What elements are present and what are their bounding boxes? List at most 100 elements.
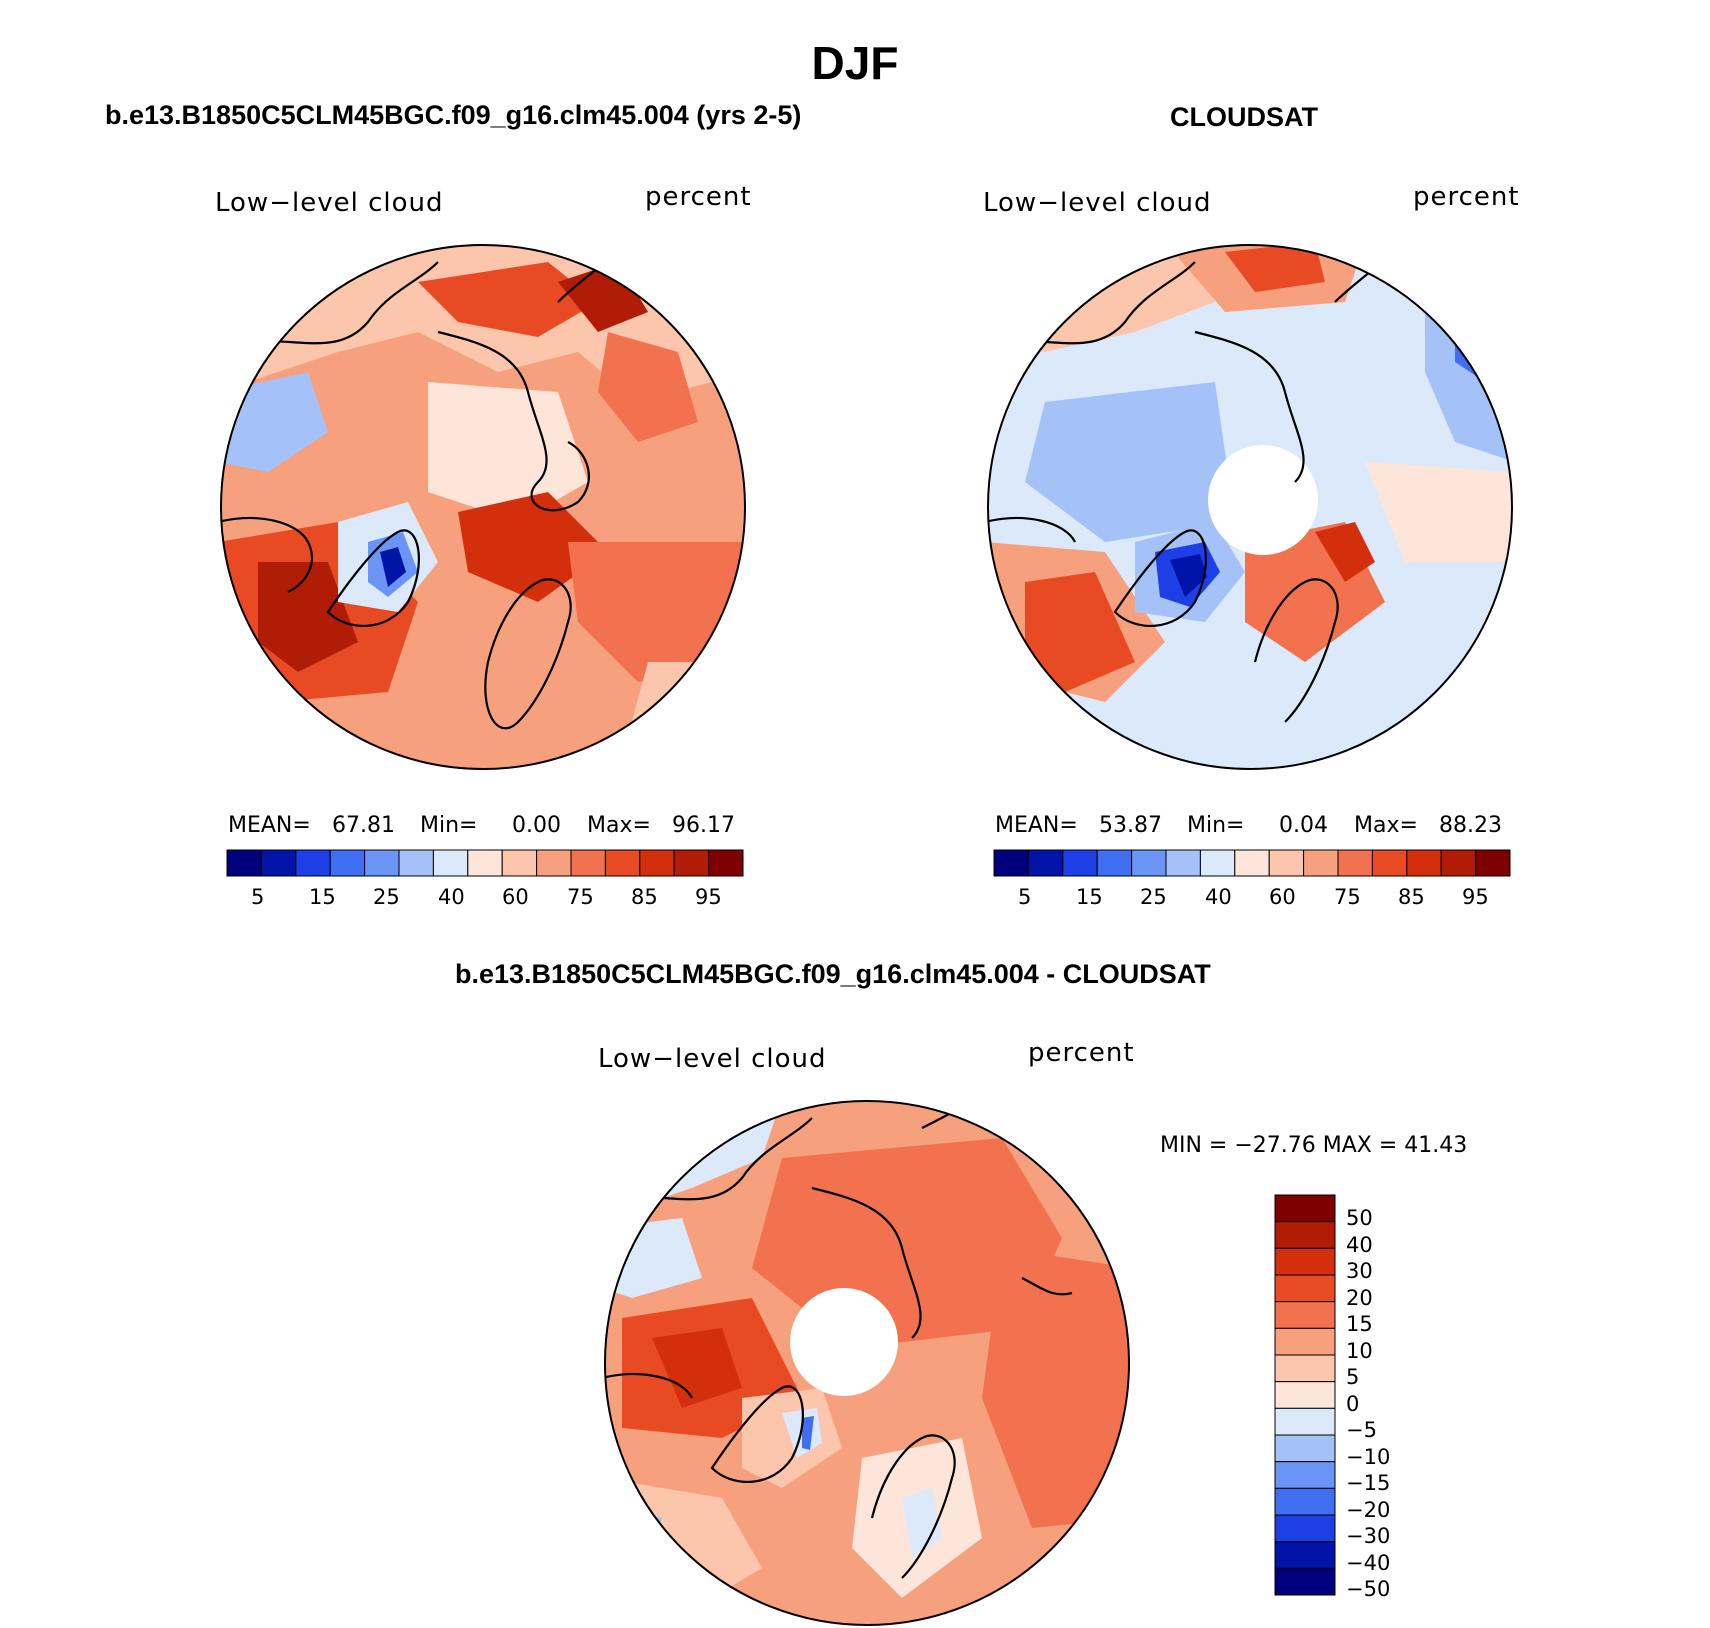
colorbar-swatch [501,849,538,877]
colorbar-swatch [570,849,606,877]
diff-colorbar [1274,1194,1336,1596]
colorbar-swatch [993,849,1029,877]
colorbar-swatch [1274,1461,1336,1489]
colorbar-swatch [1303,849,1339,877]
model-colorbar-tick: 60 [502,885,529,909]
obs-colorbar-tick: 75 [1334,885,1361,909]
colorbar-swatch [673,849,710,877]
diff-coastlines [605,1101,1073,1579]
obs-field-region [1365,652,1512,769]
colorbar-swatch [1274,1381,1336,1409]
model-field-region [458,492,608,602]
obs-panel-title: CLOUDSAT [1170,102,1318,132]
diff-colorbar-tick: 50 [1346,1206,1373,1230]
colorbar-swatch [467,849,503,877]
colorbar-swatch [1096,849,1133,877]
obs-field-region [1025,572,1135,692]
obs-field-region [1170,554,1207,597]
obs-field-region [1025,382,1235,542]
colorbar-swatch [708,849,744,877]
diff-polar-map [604,1100,1130,1626]
model-field-region [380,547,406,587]
colorbar-swatch [295,849,331,877]
model-colorbar [226,849,744,877]
diff-colorbar-tick: −30 [1346,1524,1391,1548]
colorbar-swatch [1274,1567,1336,1596]
diff-min-max: MIN = −27.76 MAX = 41.43 [1160,1133,1468,1158]
model-colorbar-tick: 15 [309,885,336,909]
main-title: DJF [811,37,899,89]
colorbar-swatch [1274,1327,1336,1356]
obs-colorbar-tick: 60 [1269,885,1296,909]
model-polar-map [220,244,746,770]
colorbar-swatch [260,849,297,877]
diff-colorbar-ticks: 50 40 30 20 15 10 5 0 −5 −10 −15 −20 −30… [1346,1206,1416,1606]
diff-colorbar-tick: 30 [1346,1259,1373,1283]
obs-mean-value: 53.87 [1099,813,1162,838]
colorbar-swatch [1274,1541,1336,1569]
obs-colorbar-tick: 25 [1140,885,1167,909]
colorbar-swatch [1131,849,1167,877]
model-map-border [220,244,746,770]
colorbar-swatch [536,849,572,877]
obs-mean-label: MEAN= [995,813,1078,838]
model-mean-value: 67.81 [332,813,395,838]
obs-field-region [1315,522,1375,582]
colorbar-swatch [329,849,366,877]
obs-variable-label: Low−level cloud [983,188,1212,218]
model-units-label: percent [645,182,752,212]
model-colorbar-tick: 25 [373,885,400,909]
colorbar-swatch [1274,1221,1336,1249]
diff-colorbar-tick: −50 [1346,1577,1391,1601]
diff-variable-label: Low−level cloud [598,1044,827,1074]
colorbar-swatch [226,849,262,877]
diff-colorbar-tick: 40 [1346,1232,1373,1257]
obs-field-region [1365,462,1512,562]
model-max-value: 96.17 [672,813,735,838]
model-colorbar-tick: 85 [631,885,658,909]
obs-min-value: 0.04 [1279,813,1328,838]
model-colorbar-tick: 75 [567,885,594,909]
obs-colorbar-ticks: 5 15 25 40 60 75 85 95 [993,885,1511,913]
colorbar-swatch [432,849,469,877]
model-min-value: 0.00 [512,813,561,838]
colorbar-swatch [1274,1487,1336,1516]
diff-units-label: percent [1028,1038,1135,1068]
colorbar-swatch [1475,849,1511,877]
obs-max-label: Max= [1354,813,1418,838]
obs-coastlines [988,245,1406,723]
diff-colorbar-tick: 0 [1346,1391,1360,1416]
obs-missing-data-hole [1208,445,1318,555]
model-variable-label: Low−level cloud [215,188,444,218]
diff-panel-title: b.e13.B1850C5CLM45BGC.f09_g16.clm45.004 … [455,959,1211,989]
model-colorbar-tick: 5 [251,885,265,909]
obs-field-region [1225,245,1325,292]
model-coastlines [221,245,629,730]
diff-colorbar-tick: 20 [1346,1285,1373,1310]
colorbar-swatch [1274,1274,1336,1303]
colorbar-swatch [1337,849,1373,877]
diff-missing-data-hole [790,1288,898,1396]
model-colorbar-ticks: 5 15 25 40 60 75 85 95 [226,885,744,913]
colorbar-swatch [364,849,400,877]
colorbar-swatch [1274,1434,1336,1463]
diff-colorbar-tick: −40 [1346,1550,1391,1575]
obs-max-value: 88.23 [1439,813,1502,838]
model-field-region [428,382,588,522]
colorbar-swatch [1268,849,1305,877]
diff-colorbar-tick: 15 [1346,1312,1373,1336]
colorbar-swatch [1274,1514,1336,1543]
obs-units-label: percent [1413,182,1520,212]
model-min-label: Min= [420,813,478,838]
colorbar-swatch [398,849,434,877]
model-field-region [598,332,698,442]
obs-map-border [987,244,1513,770]
colorbar-swatch [1440,849,1477,877]
colorbar-swatch [604,849,641,877]
obs-colorbar-tick: 40 [1205,885,1232,909]
obs-colorbar-tick: 85 [1398,885,1425,909]
diff-field-region [982,1248,1129,1528]
model-colorbar-tick: 95 [695,885,722,909]
model-field-region [258,562,358,672]
colorbar-swatch [639,849,675,877]
